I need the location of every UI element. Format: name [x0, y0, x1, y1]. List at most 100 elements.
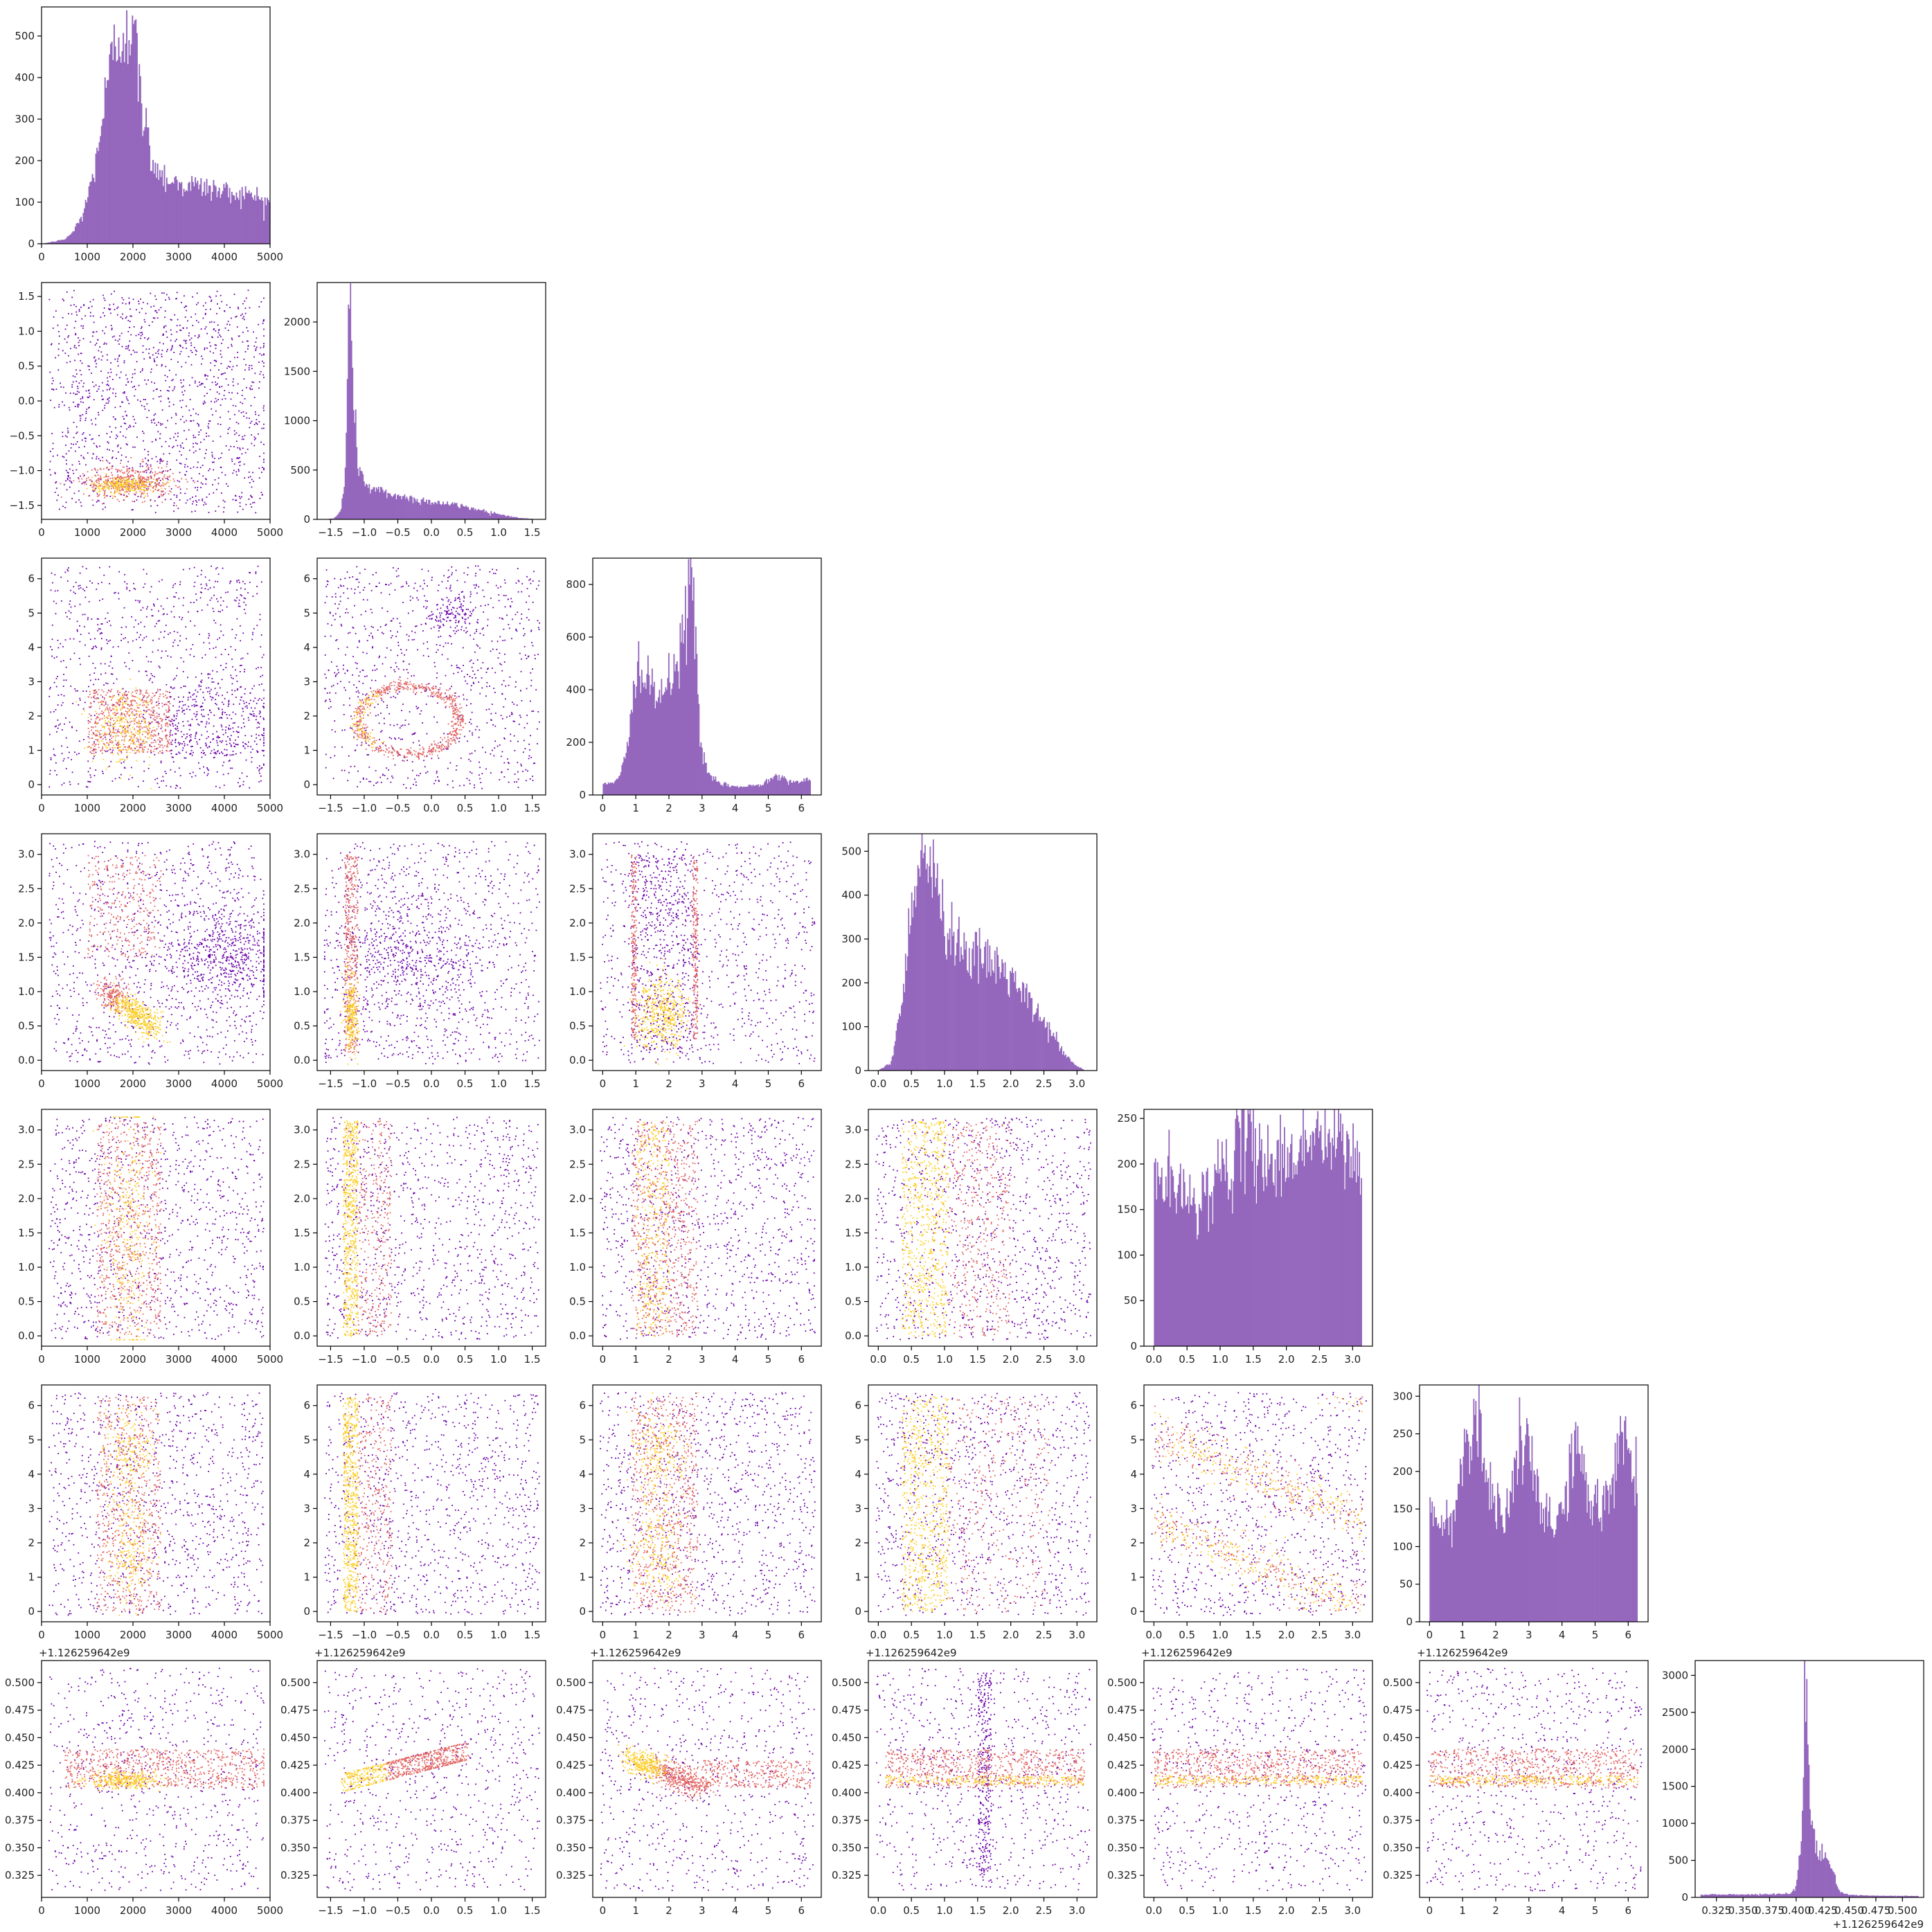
- scatter-point: [119, 477, 121, 479]
- scatter-point: [194, 510, 196, 512]
- scatter-point: [175, 717, 177, 719]
- histogram-bar: [412, 503, 414, 519]
- histogram-bar: [936, 878, 938, 1071]
- scatter-point: [181, 618, 183, 620]
- histogram-bar: [1289, 1152, 1291, 1346]
- scatter-point: [91, 582, 93, 584]
- histogram-bar: [449, 504, 451, 519]
- axes-frame: [868, 833, 1098, 1071]
- scatter-point: [66, 436, 68, 438]
- scatter-point: [198, 684, 200, 686]
- scatter-point: [95, 484, 97, 486]
- scatter-point: [93, 775, 96, 776]
- histogram-bar: [742, 787, 744, 795]
- scatter-point: [95, 366, 97, 368]
- histogram-bar: [893, 1046, 895, 1071]
- histogram-bar: [1208, 1195, 1210, 1346]
- scatter-point: [181, 711, 184, 713]
- histogram-bar: [487, 512, 489, 519]
- histogram-bar: [116, 61, 118, 244]
- histogram-bar: [485, 510, 487, 519]
- scatter-point: [158, 638, 160, 640]
- scatter-point: [190, 648, 192, 650]
- histogram-bar: [1783, 1893, 1785, 1897]
- scatter-point: [234, 722, 235, 724]
- scatter-point: [220, 654, 222, 655]
- scatter-point: [119, 484, 121, 486]
- scatter-point: [116, 744, 118, 746]
- scatter-point: [168, 482, 170, 483]
- x-tick-label: 2.0: [1003, 1077, 1019, 1090]
- scatter-point: [109, 482, 111, 483]
- scatter-point: [130, 353, 132, 355]
- scatter-point: [175, 738, 177, 740]
- scatter-point: [89, 767, 91, 769]
- histogram-bar: [1751, 1894, 1752, 1897]
- scatter-point: [227, 735, 229, 737]
- scatter-point: [161, 460, 163, 463]
- scatter-point: [127, 483, 129, 485]
- scatter-point: [126, 428, 128, 430]
- scatter-point: [259, 698, 260, 699]
- histogram-bar: [650, 684, 652, 795]
- scatter-point: [197, 321, 199, 323]
- scatter-point: [73, 345, 75, 346]
- histogram-bar: [1571, 1433, 1573, 1622]
- scatter-point: [257, 565, 259, 567]
- scatter-point: [111, 717, 114, 719]
- scatter-point: [185, 478, 187, 481]
- histogram-bar: [1270, 1154, 1272, 1346]
- histogram-bar: [972, 941, 974, 1071]
- scatter-point: [90, 479, 91, 481]
- scatter-point: [214, 479, 216, 481]
- scatter-point: [179, 353, 181, 355]
- histogram-bar: [895, 1030, 897, 1071]
- scatter-point: [155, 439, 157, 441]
- scatter-point: [209, 388, 211, 391]
- histogram-bar: [1073, 1063, 1075, 1071]
- scatter-point: [48, 469, 51, 471]
- histogram-bar: [220, 197, 222, 244]
- scatter-point: [263, 409, 265, 411]
- scatter-point: [228, 701, 230, 703]
- scatter-point: [166, 683, 168, 686]
- scatter-point: [58, 404, 60, 406]
- scatter-point: [242, 710, 244, 713]
- scatter-point: [109, 639, 111, 641]
- scatter-point: [108, 488, 110, 490]
- histogram-bar: [675, 663, 677, 795]
- scatter-point: [251, 434, 253, 436]
- scatter-point: [109, 495, 111, 497]
- histogram-bar: [607, 782, 609, 795]
- scatter-point: [195, 436, 197, 438]
- scatter-point: [191, 377, 193, 379]
- scatter-point: [127, 480, 128, 482]
- scatter-point: [182, 670, 184, 672]
- scatter-point: [161, 495, 163, 497]
- scatter-point: [184, 743, 186, 745]
- scatter-point: [71, 726, 73, 728]
- histogram-bar: [77, 222, 79, 244]
- scatter-point: [119, 406, 121, 407]
- scatter-point: [260, 646, 262, 647]
- scatter-point: [98, 358, 100, 360]
- scatter-point: [233, 599, 235, 601]
- scatter-point: [184, 709, 185, 711]
- histogram-bar: [1548, 1511, 1550, 1622]
- scatter-point: [175, 592, 177, 593]
- histogram-bar: [1498, 1494, 1500, 1622]
- scatter-point: [65, 737, 67, 739]
- histogram-bar: [1626, 1439, 1627, 1622]
- scatter-point: [141, 465, 143, 467]
- histogram-bar: [921, 834, 923, 1071]
- scatter-point: [136, 491, 138, 493]
- histogram-bar: [88, 186, 90, 244]
- histogram-bar: [1467, 1441, 1469, 1622]
- scatter-point: [216, 692, 218, 694]
- scatter-point: [76, 629, 78, 631]
- scatter-point: [185, 737, 187, 740]
- scatter-point: [96, 363, 98, 365]
- histogram-bar: [230, 203, 232, 244]
- scatter-point: [154, 295, 156, 297]
- scatter-point: [183, 379, 185, 381]
